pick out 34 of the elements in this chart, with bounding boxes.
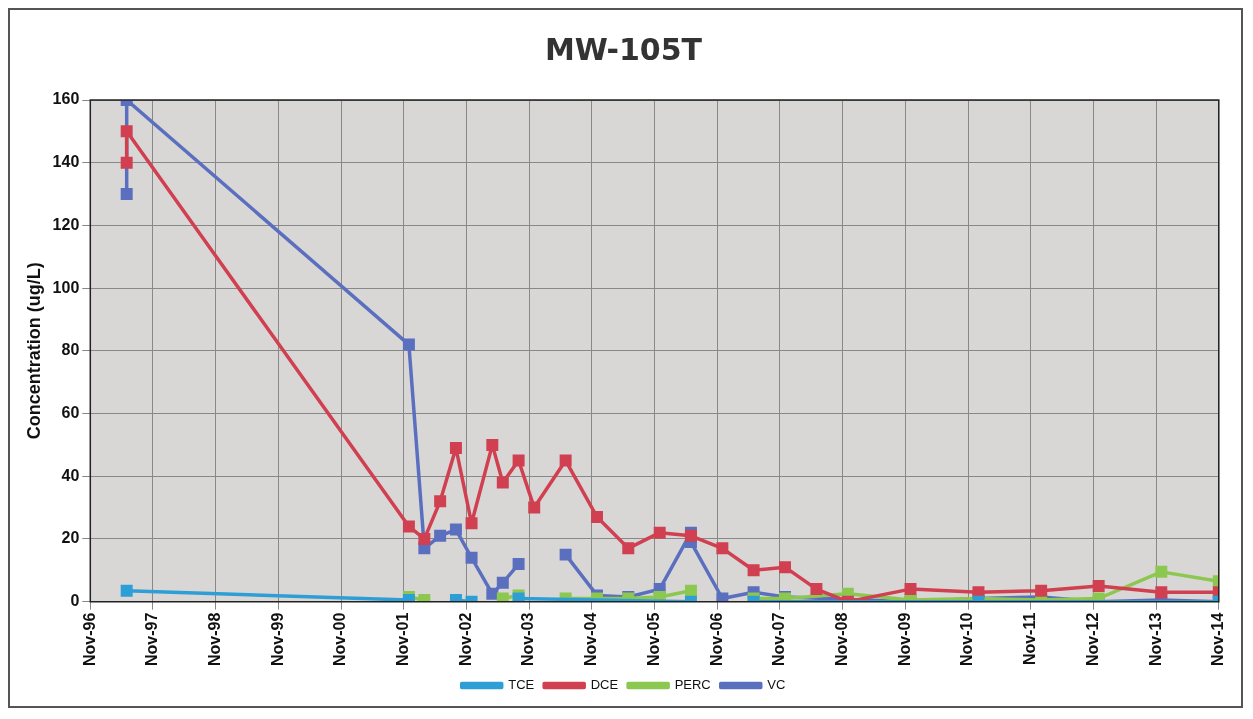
y-tick-label: 40 bbox=[61, 466, 80, 484]
y-tick-label: 0 bbox=[70, 592, 80, 610]
x-tick-label: Nov-14 bbox=[1209, 612, 1227, 667]
x-tick-label: Nov-00 bbox=[331, 612, 349, 667]
legend-label: TCE bbox=[508, 677, 535, 693]
x-tick-label: Nov-06 bbox=[707, 612, 725, 667]
x-tick-label: Nov-10 bbox=[958, 612, 976, 667]
legend-label: DCE bbox=[590, 677, 619, 693]
y-axis-title: Concentration (ug/L) bbox=[23, 262, 44, 440]
y-tick-label: 120 bbox=[52, 215, 80, 233]
x-tick-label: Nov-96 bbox=[80, 612, 98, 667]
x-tick-label: Nov-99 bbox=[268, 612, 286, 667]
legend-label: PERC bbox=[674, 677, 711, 693]
y-tick-label: 20 bbox=[61, 529, 80, 547]
x-tick-label: Nov-09 bbox=[895, 612, 913, 667]
x-tick-label: Nov-02 bbox=[456, 612, 474, 667]
y-tick-label: 100 bbox=[52, 278, 80, 296]
x-tick-label: Nov-13 bbox=[1146, 612, 1164, 667]
x-tick-label: Nov-97 bbox=[143, 612, 161, 667]
x-tick-label: Nov-01 bbox=[394, 612, 412, 667]
x-tick-label: Nov-12 bbox=[1083, 612, 1101, 667]
y-tick-label: 160 bbox=[52, 90, 80, 108]
y-tick-label: 140 bbox=[52, 153, 80, 171]
legend-label: VC bbox=[767, 677, 786, 693]
x-tick-label: Nov-03 bbox=[519, 612, 537, 667]
x-tick-label: Nov-98 bbox=[206, 612, 224, 667]
x-tick-label: Nov-04 bbox=[582, 612, 600, 667]
x-tick-label: Nov-08 bbox=[833, 612, 851, 667]
x-tick-label: Nov-05 bbox=[644, 612, 662, 667]
y-tick-label: 60 bbox=[61, 403, 80, 421]
y-tick-label: 80 bbox=[61, 341, 80, 359]
x-tick-label: Nov-11 bbox=[1021, 612, 1039, 666]
x-tick-label: Nov-07 bbox=[770, 612, 788, 667]
chart-title: MW-105T bbox=[544, 31, 703, 67]
